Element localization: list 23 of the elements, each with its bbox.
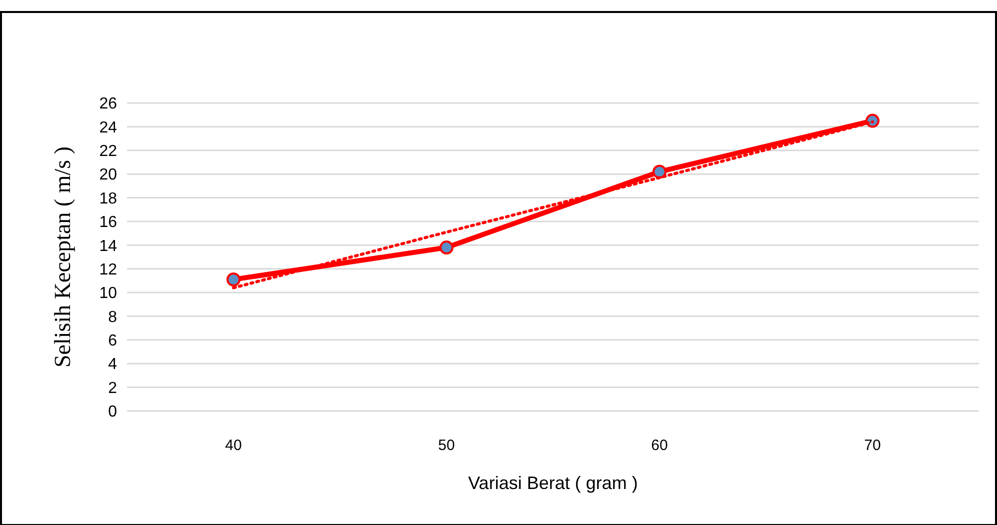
x-tick-label: 60 <box>651 437 668 454</box>
y-tick-label: 14 <box>99 238 118 255</box>
y-tick-label: 22 <box>99 142 118 160</box>
y-tick-label: 26 <box>99 96 118 113</box>
point <box>226 272 240 287</box>
x-tick-label: 50 <box>438 437 455 454</box>
x-tick-label: 40 <box>225 437 242 454</box>
y-tick-label: 20 <box>99 166 118 184</box>
y-axis-title: Selisih Keceptan ( m/s ) <box>50 146 75 368</box>
y-tick-label: 18 <box>99 190 118 208</box>
y-tick-label: 6 <box>108 332 118 350</box>
point <box>440 240 454 255</box>
y-tick-label: 12 <box>99 261 118 278</box>
y-tick-label: 10 <box>99 285 118 302</box>
y-tick-label: 8 <box>108 308 118 326</box>
x-tick-label: 70 <box>864 437 881 454</box>
y-tick-label: 2 <box>108 380 118 397</box>
y-tick-label: 24 <box>99 119 118 136</box>
x-axis-title: Variasi Berat ( gram ) <box>468 473 638 493</box>
y-tick-label: 4 <box>108 356 118 374</box>
y-tick-label: 0 <box>108 404 118 421</box>
point <box>652 164 666 179</box>
y-tick-label: 16 <box>99 214 118 232</box>
